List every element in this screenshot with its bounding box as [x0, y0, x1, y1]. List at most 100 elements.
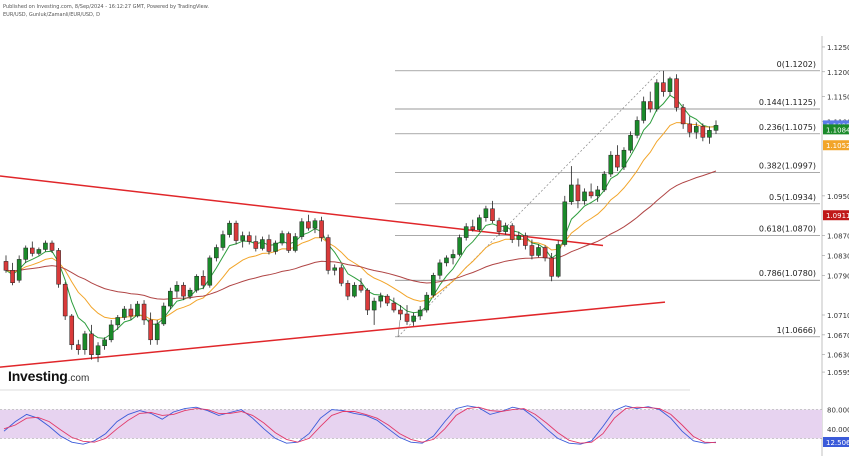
candle-body [102, 339, 107, 347]
stoch-d-line [3, 406, 717, 444]
price-tag-label: 1.1084 [826, 126, 849, 134]
price-axis-label: 1.0830 [827, 252, 849, 260]
candle-body [220, 234, 226, 248]
candle-body [148, 319, 153, 341]
fib-level-label: 0.144(1.1125) [759, 98, 816, 107]
fib-level-label: 0.618(1.0870) [759, 225, 816, 234]
candle-body [490, 208, 495, 221]
candle-body [16, 259, 22, 281]
candle-body [227, 222, 232, 235]
candle-body [141, 303, 147, 321]
stoch-last-label: 12.506 [826, 439, 849, 447]
candle-body [608, 154, 614, 175]
candle-body [306, 221, 311, 229]
price-axis-label: 1.1150 [827, 94, 849, 102]
price-axis-label: 1.0710 [827, 312, 849, 320]
candle-body [82, 333, 88, 350]
candle-body [233, 222, 239, 241]
candle-body [667, 78, 673, 92]
candle-body [181, 284, 186, 297]
candle-body [378, 295, 384, 302]
candle-body [687, 123, 692, 133]
candle-body [707, 130, 712, 138]
stoch-last-tag [823, 436, 849, 447]
candle-body [89, 333, 94, 355]
candle-body [634, 120, 640, 136]
candle-body [483, 208, 489, 218]
candle-body [470, 226, 476, 230]
candle-body [299, 221, 305, 237]
candle-body [30, 247, 35, 254]
price-axis-label: 1.1200 [827, 69, 849, 77]
upper-trendline [0, 175, 604, 247]
price-axis-label: 1.0950 [827, 193, 849, 201]
candle-body [713, 125, 719, 131]
candle-body [345, 282, 351, 297]
logo-brand: Investing [8, 368, 68, 384]
candle-body [529, 245, 535, 256]
candle-body [680, 107, 686, 125]
candle-body [601, 173, 607, 191]
candle-body [161, 305, 167, 325]
price-axis-label: 1.1250 [827, 44, 849, 52]
candle-body [628, 135, 633, 151]
candle-body [516, 235, 522, 240]
candle-body [253, 241, 259, 249]
price-axis-label: 1.0870 [827, 233, 849, 241]
candle-body [404, 313, 410, 322]
candle-body [542, 247, 548, 259]
candle-body [108, 324, 114, 341]
candle-body [647, 101, 653, 110]
candle-body [10, 270, 15, 283]
candle-body [588, 191, 594, 197]
candle-body [168, 290, 173, 307]
price-tag [823, 210, 849, 221]
candle-body [279, 233, 285, 244]
header-symbol-line: EUR/USD, Gunluk/Zamanli/EUR/USD, D [3, 12, 100, 18]
candle-body [424, 294, 430, 311]
candle-body [509, 225, 515, 240]
candle-body [332, 267, 337, 271]
candle-body [549, 257, 554, 277]
candle-body [496, 220, 502, 232]
candle-body [674, 78, 679, 108]
candle-body [207, 257, 213, 286]
candle-body [437, 262, 443, 276]
candle-body [240, 235, 245, 241]
candle-body [417, 309, 423, 317]
price-tag-label: 1.0911 [826, 212, 849, 220]
candle-body [154, 323, 160, 341]
fib-level-label: 0.382(1.0997) [759, 162, 816, 171]
candle-body [358, 284, 364, 291]
candle-body [595, 189, 600, 197]
candle-body [555, 244, 561, 277]
price-axis-label: 1.0630 [827, 352, 849, 360]
candle-body [450, 254, 456, 259]
candle-body [319, 220, 324, 238]
price-tag [823, 124, 849, 135]
price-axis-label: 1.0670 [827, 332, 849, 340]
candle-body [661, 82, 666, 92]
candle-body [115, 317, 121, 326]
candle-body [523, 235, 528, 246]
candle-body [503, 225, 508, 232]
candle-body [457, 237, 462, 255]
candle-body [365, 289, 370, 311]
candle-body [641, 101, 646, 121]
candle-body [292, 236, 298, 251]
candle-body [174, 284, 180, 292]
candle-body [463, 226, 469, 238]
candle-body [575, 184, 581, 202]
ema-fast-line [5, 94, 717, 339]
candle-body [122, 308, 127, 318]
candle-body [562, 201, 568, 245]
candle-body [700, 126, 706, 138]
candle-body [246, 235, 252, 242]
candle-body [352, 284, 357, 297]
header-published-line: Published on Investing.com, 8/Sep/2024 -… [3, 4, 209, 10]
candle-body [312, 220, 318, 229]
candle-body [444, 257, 449, 264]
fib-level-label: 0(1.1202) [777, 60, 816, 69]
candle-body [69, 315, 75, 346]
